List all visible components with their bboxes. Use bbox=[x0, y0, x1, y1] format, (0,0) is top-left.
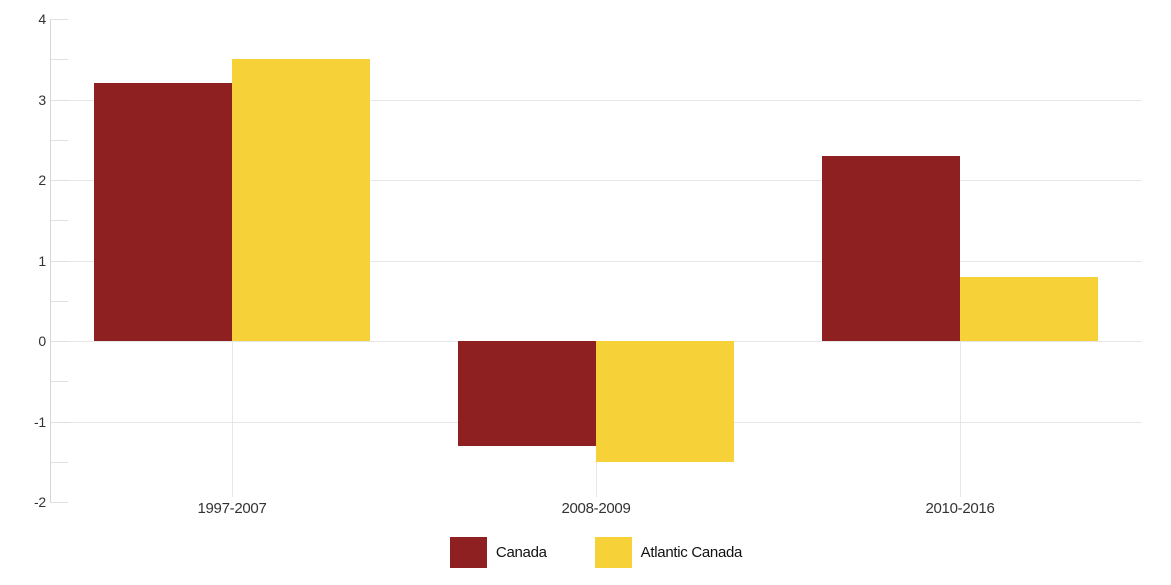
y-axis-minor-tick bbox=[50, 502, 68, 503]
legend-swatch-atlantic-canada bbox=[594, 537, 632, 568]
category-tick-line bbox=[960, 341, 961, 497]
y-axis-label: -2 bbox=[33, 494, 46, 510]
bar-canada-1997-2007[interactable] bbox=[94, 83, 232, 341]
y-axis-minor-tick bbox=[50, 422, 68, 423]
y-axis-label: 2 bbox=[38, 172, 46, 188]
y-axis-minor-tick bbox=[50, 381, 68, 382]
legend-label-canada: Canada bbox=[495, 544, 547, 561]
y-axis-line bbox=[50, 19, 51, 502]
bar-atlantic-canada-2008-2009[interactable] bbox=[596, 341, 734, 462]
y-gridline bbox=[50, 261, 1142, 262]
legend-item-atlantic-canada[interactable]: Atlantic Canada bbox=[594, 537, 743, 568]
y-axis-minor-tick bbox=[50, 462, 68, 463]
y-axis-minor-tick bbox=[50, 100, 68, 101]
legend: Canada Atlantic Canada bbox=[50, 537, 1142, 568]
y-gridline bbox=[50, 100, 1142, 101]
x-axis-label: 1997-2007 bbox=[197, 500, 267, 517]
y-gridline bbox=[50, 180, 1142, 181]
legend-item-canada[interactable]: Canada bbox=[449, 537, 547, 568]
y-axis-minor-tick bbox=[50, 301, 68, 302]
y-axis-label: 0 bbox=[38, 333, 46, 349]
bar-canada-2010-2016[interactable] bbox=[822, 156, 960, 341]
x-axis-label: 2010-2016 bbox=[925, 500, 995, 517]
legend-label-atlantic-canada: Atlantic Canada bbox=[640, 544, 743, 561]
y-axis-minor-tick bbox=[50, 19, 68, 20]
y-axis-minor-tick bbox=[50, 59, 68, 60]
y-axis-minor-tick bbox=[50, 180, 68, 181]
bar-canada-2008-2009[interactable] bbox=[458, 341, 596, 446]
y-axis-label: 4 bbox=[38, 11, 46, 27]
y-axis-label: 3 bbox=[38, 92, 46, 108]
x-axis-label: 2008-2009 bbox=[561, 500, 631, 517]
category-tick-line bbox=[596, 462, 597, 497]
bar-atlantic-canada-2010-2016[interactable] bbox=[960, 277, 1098, 341]
y-axis-label: 1 bbox=[38, 253, 46, 269]
legend-swatch-canada bbox=[449, 537, 487, 568]
category-tick-line bbox=[232, 341, 233, 497]
y-axis-minor-tick bbox=[50, 341, 68, 342]
y-axis-label: -1 bbox=[33, 414, 46, 430]
bar-atlantic-canada-1997-2007[interactable] bbox=[232, 59, 370, 341]
y-axis-minor-tick bbox=[50, 140, 68, 141]
y-axis-minor-tick bbox=[50, 261, 68, 262]
y-axis-minor-tick bbox=[50, 220, 68, 221]
